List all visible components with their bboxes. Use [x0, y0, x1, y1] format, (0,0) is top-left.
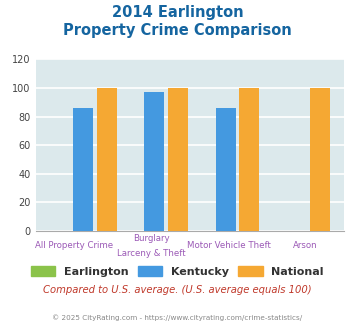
- Bar: [144, 92, 164, 231]
- Bar: [73, 108, 93, 231]
- Bar: [310, 88, 330, 231]
- Text: Compared to U.S. average. (U.S. average equals 100): Compared to U.S. average. (U.S. average …: [43, 285, 312, 295]
- Bar: [239, 88, 259, 231]
- Text: Motor Vehicle Theft: Motor Vehicle Theft: [187, 241, 271, 250]
- Legend: Earlington, Kentucky, National: Earlington, Kentucky, National: [27, 261, 328, 281]
- Bar: [215, 108, 235, 231]
- Bar: [168, 88, 188, 231]
- Text: Burglary: Burglary: [133, 234, 170, 243]
- Text: Arson: Arson: [294, 241, 318, 250]
- Text: © 2025 CityRating.com - https://www.cityrating.com/crime-statistics/: © 2025 CityRating.com - https://www.city…: [53, 314, 302, 321]
- Text: Larceny & Theft: Larceny & Theft: [117, 249, 186, 258]
- Text: All Property Crime: All Property Crime: [35, 241, 113, 250]
- Text: Property Crime Comparison: Property Crime Comparison: [63, 23, 292, 38]
- Bar: [97, 88, 116, 231]
- Text: 2014 Earlington: 2014 Earlington: [112, 5, 243, 20]
